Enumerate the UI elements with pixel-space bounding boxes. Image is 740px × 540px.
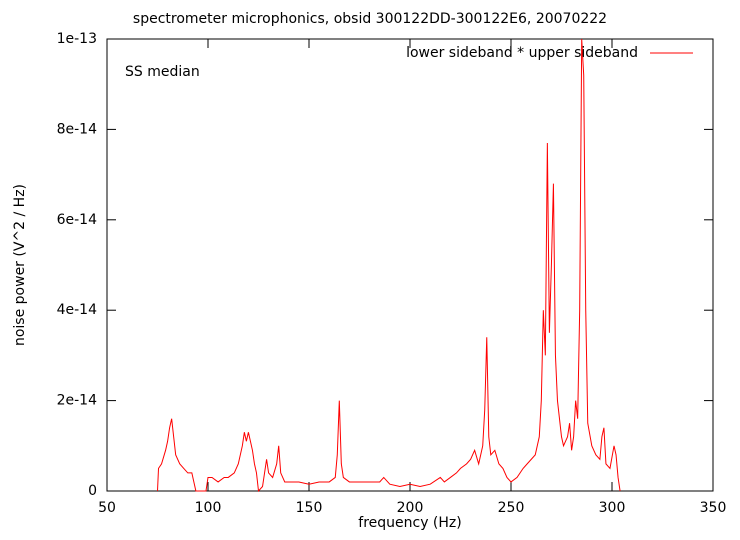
y-tick-label: 2e-14 bbox=[57, 393, 97, 409]
x-tick-label: 100 bbox=[195, 500, 222, 516]
data-line bbox=[157, 38, 621, 493]
x-tick-label: 300 bbox=[599, 500, 626, 516]
y-tick-label: 0 bbox=[88, 483, 97, 499]
plot-frame bbox=[106, 38, 714, 492]
x-tick-label: 250 bbox=[498, 500, 525, 516]
x-tick-label: 200 bbox=[397, 500, 424, 516]
annotation: SS median bbox=[125, 64, 200, 80]
x-tick-label: 350 bbox=[700, 500, 727, 516]
x-axis-label: frequency (Hz) bbox=[358, 515, 461, 531]
y-tick-label: 4e-14 bbox=[57, 302, 97, 318]
x-tick-label: 150 bbox=[296, 500, 323, 516]
chart-title: spectrometer microphonics, obsid 300122D… bbox=[133, 11, 607, 27]
y-axis-label: noise power (V^2 / Hz) bbox=[12, 184, 28, 346]
y-tick-label: 1e-13 bbox=[57, 31, 97, 47]
x-tick-label: 50 bbox=[98, 500, 116, 516]
legend-label: lower sideband * upper sideband bbox=[406, 45, 638, 61]
y-tick-label: 8e-14 bbox=[57, 121, 97, 137]
y-tick-label: 6e-14 bbox=[57, 212, 97, 228]
